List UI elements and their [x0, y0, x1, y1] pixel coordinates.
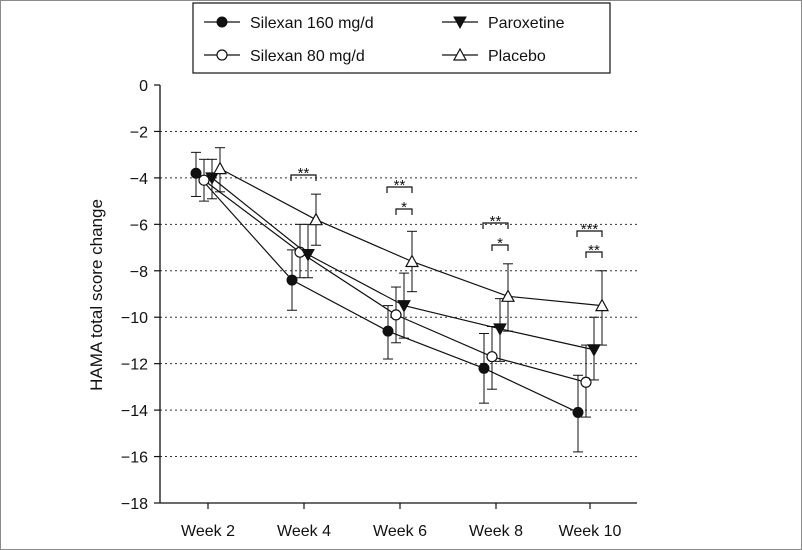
significance-bracket	[482, 222, 509, 229]
significance-label: **	[588, 242, 600, 259]
data-point	[205, 172, 219, 185]
significance-annotations: *************	[290, 165, 603, 259]
y-tick-label: 0	[139, 78, 148, 95]
legend: Silexan 160 mg/d Silexan 80 mg/d Paroxetin…	[192, 2, 611, 74]
data-point	[286, 274, 298, 286]
data-point	[212, 161, 228, 175]
legend-label: Paroxetine	[488, 15, 565, 32]
legend-item-silexan-80-mg-d: Silexan 80 mg/d	[204, 48, 365, 65]
series-paroxetine	[205, 158, 601, 381]
significance-bracket	[395, 208, 413, 215]
series-placebo	[212, 147, 610, 346]
y-axis-label: HAMA total score change	[87, 199, 106, 391]
data-point	[390, 309, 402, 321]
y-tick-label: −4	[130, 171, 148, 188]
series-line	[203, 179, 587, 383]
legend-item-placebo: Placebo	[442, 47, 546, 65]
data-point	[478, 362, 490, 374]
significance-bracket	[290, 174, 317, 181]
data-point	[500, 289, 516, 302]
x-tick-label: Week 6	[373, 523, 427, 540]
legend-marker	[216, 49, 228, 61]
data-point	[190, 167, 202, 179]
data-point	[486, 351, 498, 363]
x-tick-label: Week 2	[181, 523, 235, 540]
data-point	[594, 298, 610, 312]
legend-label: Silexan 160 mg/d	[250, 15, 374, 32]
y-tick-label: −16	[121, 450, 148, 467]
significance-bracket	[576, 230, 603, 237]
significance-label: **	[298, 165, 310, 182]
significance-label: ***	[581, 221, 599, 238]
x-tick-label: Week 4	[277, 523, 331, 540]
data-point	[308, 212, 324, 226]
legend-item-paroxetine: Paroxetine	[442, 15, 565, 32]
y-tick-label: −14	[121, 403, 148, 420]
plot-area	[190, 147, 610, 453]
significance-label: *	[401, 199, 407, 216]
data-point	[198, 174, 210, 186]
data-point	[493, 323, 507, 336]
significance-bracket	[491, 244, 509, 251]
x-tick-label: Week 8	[469, 523, 523, 540]
significance-bracket	[585, 251, 603, 258]
legend-item-silexan-160-mg-d: Silexan 160 mg/d	[204, 15, 374, 32]
y-tick-label: −18	[121, 496, 148, 513]
y-tick-label: −6	[130, 217, 148, 234]
axes: 0 −2 −4 −6 −8 −10 −12 −14 −16 −18 Week 2 Week 4 Week…	[121, 78, 637, 540]
data-point	[572, 406, 584, 418]
legend-label: Placebo	[488, 48, 546, 65]
data-point	[404, 254, 420, 268]
significance-label: **	[394, 177, 406, 194]
y-tick-label: −12	[121, 357, 148, 374]
legend-marker	[216, 16, 228, 28]
significance-bracket	[386, 186, 413, 193]
series-line	[219, 168, 603, 307]
legend-label: Silexan 80 mg/d	[250, 48, 365, 65]
y-tick-label: −10	[121, 310, 148, 327]
legend-marker	[452, 47, 468, 61]
y-tick-label: −8	[130, 264, 148, 281]
series-silexan-160-mg-d	[190, 151, 584, 453]
series-silexan-80-mg-d	[198, 158, 592, 418]
data-point	[382, 325, 394, 337]
data-point	[587, 344, 601, 357]
data-point	[301, 249, 315, 262]
data-point	[397, 300, 411, 313]
y-tick-label: −2	[130, 124, 148, 141]
legend-marker	[453, 16, 467, 30]
series-line	[195, 172, 579, 413]
legend-box	[192, 2, 611, 74]
x-tick-label: Week 10	[559, 523, 622, 540]
significance-label: **	[490, 213, 502, 230]
significance-label: *	[497, 235, 503, 252]
data-point	[580, 376, 592, 388]
